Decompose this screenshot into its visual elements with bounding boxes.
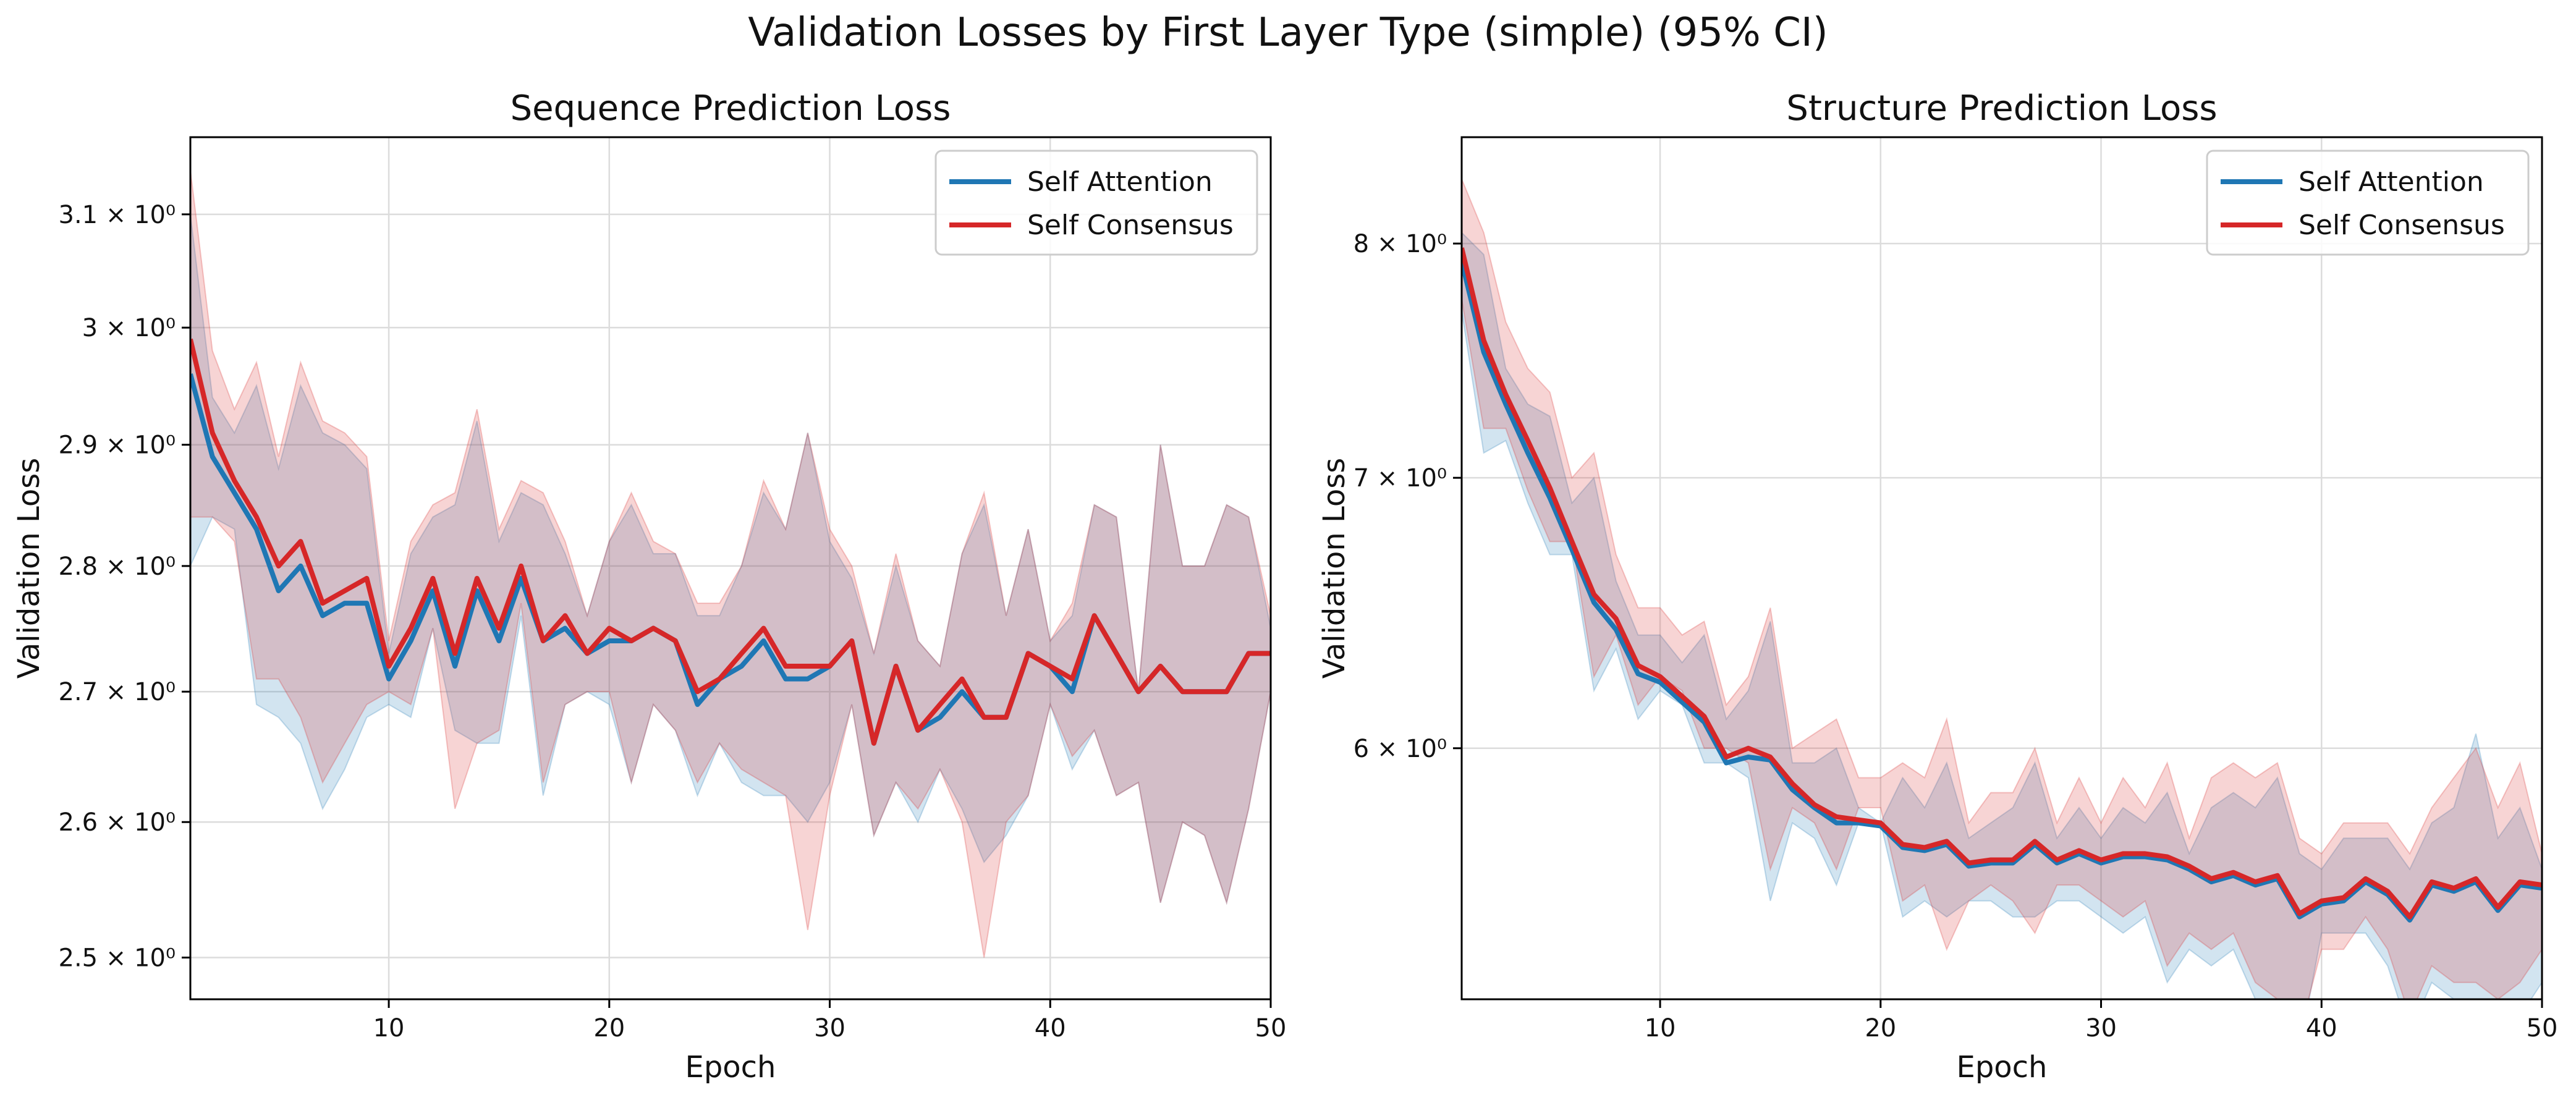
legend-box [2206,150,2530,256]
ci-band-self-consensus [1462,179,2542,999]
x-tick-label: 50 [1255,1014,1287,1043]
legend: Self Attention Self Consensus [2206,150,2530,256]
plot-area [190,170,1271,958]
series-line-self-consensus [190,338,1271,746]
y-tick-label: 3 × 10⁰ [82,314,176,342]
y-tick-label: 3.1 × 10⁰ [59,201,176,229]
y-tick-label: 2.5 × 10⁰ [59,944,176,973]
y-tick-label: 8 × 10⁰ [1354,230,1447,258]
x-axis-label: Epoch [1957,1050,2048,1085]
structure-loss-chart: 10 20 30 40 50 6 × 10⁰ 7 × 10⁰ 8 × 10⁰ Structure… [1317,88,2557,1085]
figure-title: Validation Losses by First Layer Type (s… [748,10,1828,56]
chart-title: Structure Prediction Loss [1786,88,2217,129]
ci-band-self-attention [190,214,1271,905]
x-tick-label: 40 [2306,1014,2337,1043]
x-tick-label: 10 [373,1014,405,1043]
ci-band-self-consensus [190,170,1271,958]
y-tick-label: 2.8 × 10⁰ [59,552,176,581]
y-tick-label: 2.9 × 10⁰ [59,431,176,460]
x-tick-label: 20 [593,1014,625,1043]
y-axis-label: Validation Loss [12,458,46,679]
y-tick-label: 6 × 10⁰ [1354,735,1447,763]
legend-label: Self Attention [2298,166,2484,198]
x-tick-label: 10 [1645,1014,1676,1043]
y-tick-label: 2.6 × 10⁰ [59,808,176,837]
chart-title: Sequence Prediction Loss [511,88,951,129]
x-axis-label: Epoch [685,1050,776,1085]
legend: Self Attention Self Consensus [934,150,1258,256]
y-tick-label: 2.7 × 10⁰ [59,678,176,706]
x-tick-label: 40 [1035,1014,1066,1043]
axes-frame [189,136,1272,1001]
x-tick-label: 30 [2085,1014,2117,1043]
sequence-loss-chart: 10 20 30 40 50 2.5 × 10⁰ 2.6 × 10⁰ 2.7 × 10⁰ 2.8… [12,88,1286,1085]
legend-label: Self Consensus [1027,209,1234,241]
series-line-self-consensus [1462,247,2542,920]
legend-box [934,150,1258,256]
y-axis-label: Validation Loss [1317,458,1352,679]
x-tick-label: 50 [2527,1014,2558,1043]
x-tick-label: 20 [1865,1014,1896,1043]
x-tick-label: 30 [814,1014,845,1043]
ci-band-self-attention [1462,231,2542,999]
plot-area [1462,179,2542,999]
y-tick-label: 7 × 10⁰ [1354,464,1447,493]
legend-label: Self Attention [1027,166,1213,198]
legend-label: Self Consensus [2298,209,2505,241]
axes-frame [1460,136,2543,1001]
